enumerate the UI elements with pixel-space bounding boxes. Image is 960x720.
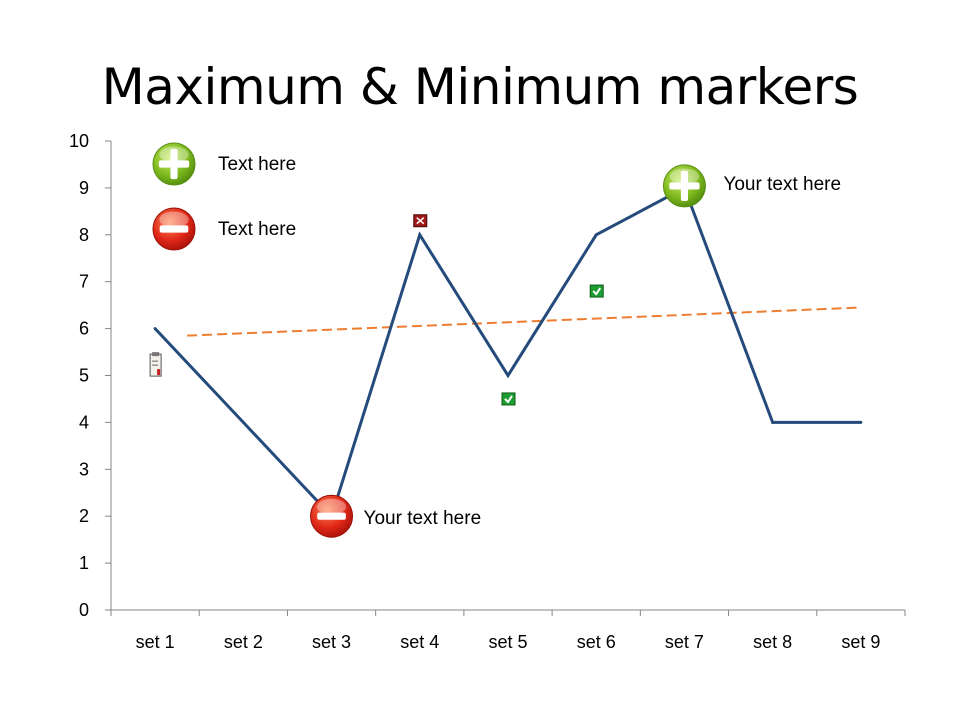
x-tick-label: set 6	[577, 632, 616, 652]
x-tick-label: set 5	[488, 632, 527, 652]
min-marker-minus-icon	[310, 494, 354, 538]
clipboard-icon	[149, 352, 162, 377]
x-tick-label: set 2	[224, 632, 263, 652]
plus-bar-v	[170, 148, 178, 180]
y-tick-label: 0	[79, 600, 89, 620]
y-tick-label: 1	[79, 553, 89, 573]
axes: 0 1 2 3 4 5 6 7 8 9 10 set 1 set 2 set 3 set 4 set 5 set…	[69, 131, 906, 652]
legend-minus-icon	[152, 207, 196, 251]
check-mark	[592, 287, 602, 296]
check-box	[589, 284, 604, 298]
trendline	[187, 306, 861, 337]
max-marker-label: Your text here	[723, 174, 841, 195]
x-tick-label: set 4	[400, 632, 439, 652]
min-marker-label: Your text here	[364, 508, 482, 529]
data-point	[241, 420, 245, 424]
badge-gloss	[159, 211, 189, 228]
y-tick-label: 6	[79, 319, 89, 339]
minus-bar	[159, 225, 189, 233]
data-point	[859, 420, 863, 424]
x-tick-label: set 1	[136, 632, 175, 652]
x-stroke	[416, 217, 425, 225]
data-point	[418, 233, 422, 237]
data-point	[771, 420, 775, 424]
clipboard-clip	[152, 352, 160, 357]
y-tick-label: 3	[79, 459, 89, 479]
y-tick-label: 8	[79, 225, 89, 245]
x-tick-label: set 3	[312, 632, 351, 652]
x-tick-label: set 8	[753, 632, 792, 652]
clipboard-tab	[157, 369, 161, 376]
plus-bar-v	[680, 170, 689, 202]
x-tick-label: set 7	[665, 632, 704, 652]
y-tick-label: 5	[79, 366, 89, 386]
y-tick-label: 4	[79, 412, 89, 432]
check-box	[501, 392, 516, 406]
y-tick-label: 7	[79, 272, 89, 292]
legend-label: Text here	[218, 154, 296, 175]
marker-layer: Your text here Your text here	[149, 164, 841, 538]
check-mark	[504, 395, 513, 404]
legend-label: Text here	[218, 219, 296, 240]
data-point	[594, 233, 598, 237]
y-tick-label: 2	[79, 506, 89, 526]
green-check-icon	[589, 284, 604, 298]
legend-plus-icon	[152, 142, 196, 186]
y-tick-label: 9	[79, 178, 89, 198]
x-tick-label: set 9	[841, 632, 880, 652]
green-check-icon	[501, 392, 516, 406]
max-marker-plus-icon	[662, 164, 706, 208]
red-x-icon	[413, 214, 428, 228]
minus-bar	[317, 512, 346, 520]
y-tick-label: 10	[69, 131, 89, 151]
trendline-path	[187, 306, 861, 337]
badge-gloss	[316, 498, 347, 515]
chart-title: Maximum & Minimum markers	[101, 58, 859, 116]
data-point	[153, 327, 157, 331]
legend: Text here Text here	[152, 142, 296, 251]
data-point	[506, 374, 510, 377]
